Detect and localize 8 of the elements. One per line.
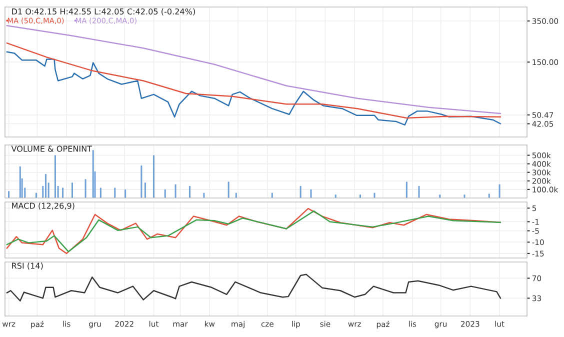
chart-title: RSI (14) — [12, 262, 43, 270]
chart-title: VOLUME & OPENINT — [11, 146, 92, 152]
line-series — [6, 274, 502, 302]
chart-title: D1 O:42.15 H:42.55 L:42.05 C:42.05 (-0.24%) — [12, 8, 195, 16]
line-series — [6, 42, 502, 119]
chart-title: MACD (12,26,9) — [12, 202, 74, 210]
line-series — [6, 51, 502, 126]
line-series — [6, 25, 502, 114]
